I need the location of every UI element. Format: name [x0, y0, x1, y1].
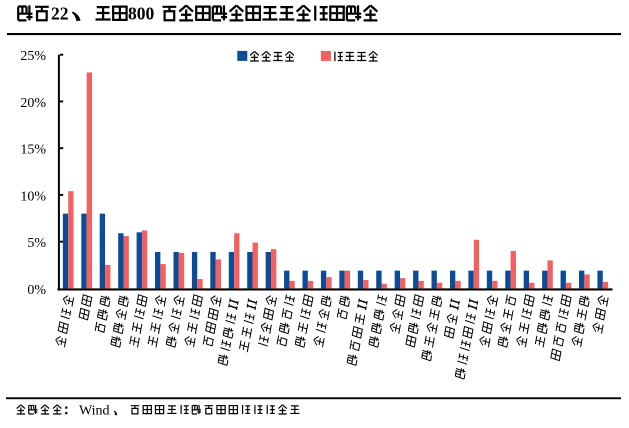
svg-text:25%: 25% [20, 49, 46, 64]
svg-text:10%: 10% [20, 189, 46, 204]
svg-text:20%: 20% [20, 96, 46, 111]
svg-text:22: 22 [51, 4, 69, 24]
svg-text:0%: 0% [27, 283, 46, 298]
svg-text:Wind: Wind [79, 404, 110, 419]
svg-text:800: 800 [128, 4, 155, 24]
svg-text:15%: 15% [20, 143, 46, 158]
svg-text:5%: 5% [27, 236, 46, 251]
